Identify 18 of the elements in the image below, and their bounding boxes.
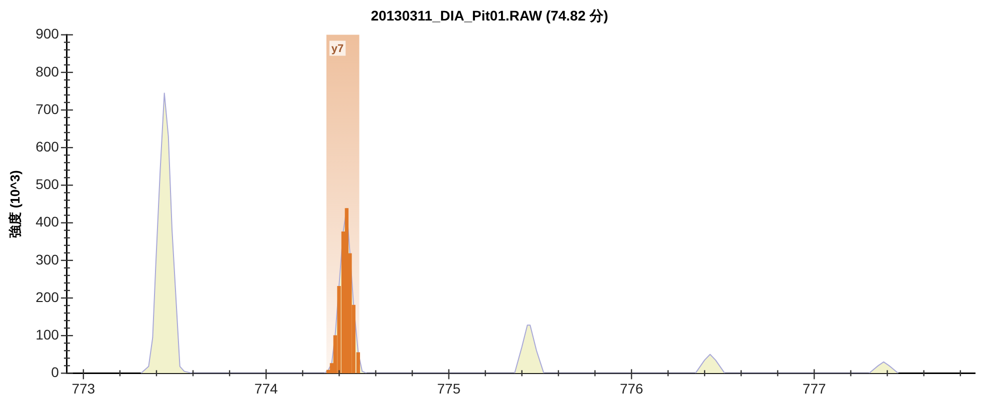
y-tick-label: 300 xyxy=(36,251,60,268)
y-tick-label: 200 xyxy=(36,288,60,305)
y-tick-label: 500 xyxy=(36,176,60,192)
y-tick-label: 600 xyxy=(36,138,60,154)
y-tick-label: 700 xyxy=(36,100,60,117)
x-tick-label: 773 xyxy=(72,380,96,396)
y-tick-label: 800 xyxy=(36,63,60,80)
x-tick-label: 777 xyxy=(802,380,826,396)
y-tick-label: 100 xyxy=(36,326,60,342)
y-axis-title: 強度 (10^3) xyxy=(7,170,22,238)
y-tick-label: 0 xyxy=(51,364,60,380)
y-tick-label: 900 xyxy=(36,26,60,42)
chart-title: 20130311_DIA_Pit01.RAW (74.82 分) xyxy=(370,7,608,24)
x-tick-label: 776 xyxy=(620,380,644,396)
x-tick-label: 775 xyxy=(437,380,461,396)
band-label: y7 xyxy=(331,42,344,55)
y-tick-label: 400 xyxy=(36,214,60,230)
x-tick-label: 774 xyxy=(254,380,278,396)
